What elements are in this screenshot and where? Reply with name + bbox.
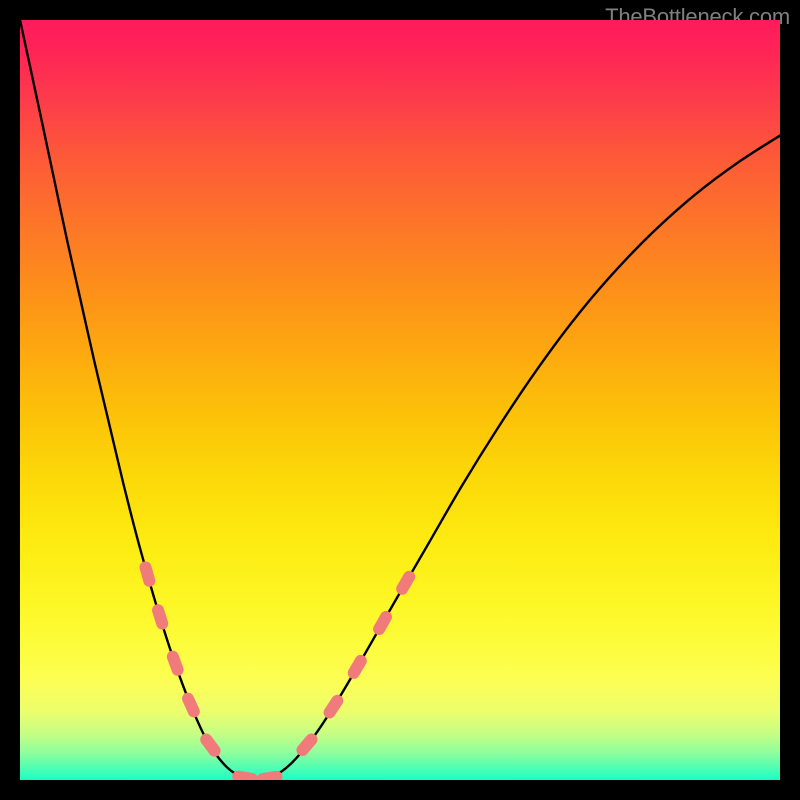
plot-svg (20, 20, 780, 780)
plot-area (20, 20, 780, 780)
heat-gradient-background (20, 20, 780, 780)
chart-root: TheBottleneck.com (0, 0, 800, 800)
